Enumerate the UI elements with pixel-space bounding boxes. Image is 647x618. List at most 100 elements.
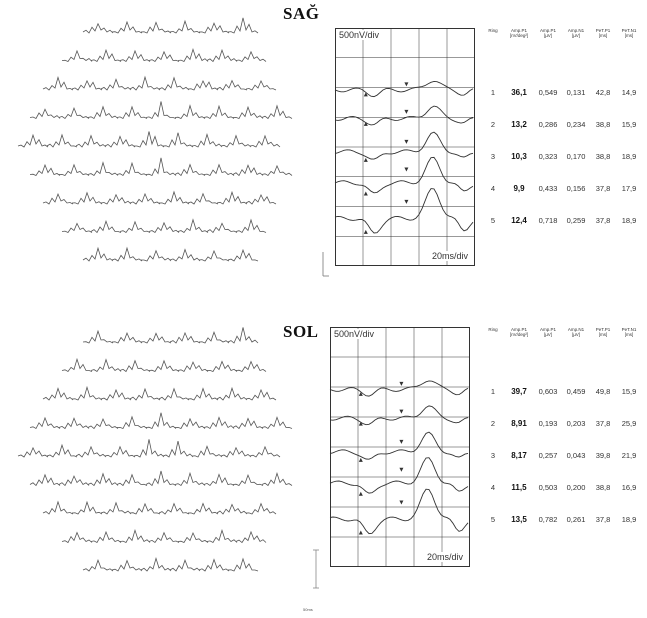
time-scale-footnote: 50ms: [303, 607, 313, 612]
local-response-trace: [220, 446, 252, 458]
n1-marker: [363, 191, 368, 196]
local-response-trace: [169, 19, 201, 34]
local-response-trace: [111, 559, 143, 572]
col-header-ring: Ring: [488, 327, 498, 332]
local-response-trace: [140, 332, 172, 344]
table-cell: 15,9: [621, 120, 637, 129]
local-response-trace: [177, 218, 209, 234]
table-cell: 37,8: [595, 419, 611, 428]
local-response-trace: [100, 78, 132, 91]
col-header-amp-n1: Amp.N1 [µV]: [567, 327, 585, 337]
table-cell: 0,259: [566, 216, 586, 225]
table-cell: 2: [490, 419, 496, 428]
table-cell: 0,603: [538, 387, 558, 396]
local-response-trace: [17, 446, 49, 458]
col-header-pet-n1: PeT.N1 [ms]: [621, 327, 637, 337]
p1-marker: [404, 199, 409, 204]
table-cell: 5: [490, 216, 496, 225]
ring-response-trace: [329, 431, 469, 460]
local-response-trace: [119, 359, 151, 373]
local-response-trace: [46, 133, 78, 148]
local-response-trace: [87, 161, 119, 177]
ring-response-trace: [334, 105, 474, 126]
table-cell: 15,9: [621, 387, 637, 396]
local-response-trace: [158, 76, 190, 91]
table-cell: 0,323: [538, 152, 558, 161]
local-response-trace: [87, 472, 119, 487]
local-response-trace: [216, 190, 248, 205]
local-response-trace: [90, 48, 122, 63]
ring-response-trace: [329, 380, 469, 397]
local-response-trace: [198, 331, 230, 344]
local-response-trace: [249, 445, 281, 458]
table-cell: 18,9: [621, 216, 637, 225]
local-response-trace: [245, 193, 277, 205]
local-response-trace: [245, 79, 277, 91]
table-cell: 4: [490, 483, 496, 492]
table-cell: 0,193: [538, 419, 558, 428]
table-cell: 17,9: [621, 184, 637, 193]
time-scale-right: 20ms/div: [431, 251, 470, 261]
table-cell: 8,17: [511, 451, 527, 460]
local-response-trace: [90, 530, 122, 544]
table-cell: 3: [490, 451, 496, 460]
local-response-trace: [169, 331, 201, 344]
local-response-trace: [61, 222, 93, 234]
local-response-trace: [71, 79, 103, 91]
table-cell: 16,9: [621, 483, 637, 492]
local-response-trace: [174, 104, 206, 119]
table-cell: 0,433: [538, 184, 558, 193]
table-cell: 14,9: [621, 88, 637, 97]
local-response-trace: [174, 471, 206, 487]
local-response-trace: [100, 193, 132, 205]
table-cell: 0,156: [566, 184, 586, 193]
p1-marker: [404, 82, 409, 87]
local-response-trace: [148, 359, 180, 373]
local-response-trace: [232, 164, 264, 177]
local-response-trace: [187, 79, 219, 91]
time-scale-left: 20ms/div: [426, 552, 465, 562]
table-cell: 1: [490, 88, 496, 97]
table-cell: 9,9: [513, 184, 525, 193]
local-response-trace: [198, 558, 230, 572]
local-response-trace: [169, 559, 201, 572]
local-response-trace: [141, 249, 172, 262]
local-response-trace: [187, 387, 219, 401]
local-response-trace: [129, 502, 161, 515]
local-response-trace: [140, 556, 172, 572]
col-header-amp-p1: Amp.P1 [µV]: [539, 28, 556, 38]
table-cell: 10,3: [511, 152, 527, 161]
table-cell: 0,203: [566, 419, 586, 428]
local-response-trace: [227, 248, 259, 262]
local-response-trace: [61, 531, 93, 544]
n1-marker: [363, 229, 368, 234]
local-response-trace: [174, 163, 206, 177]
local-response-trace: [245, 502, 277, 515]
local-response-trace: [134, 131, 165, 148]
local-response-trace: [235, 50, 267, 63]
table-cell: 0,043: [566, 451, 586, 460]
table-cell: 38,8: [595, 120, 611, 129]
col-header-amp-p1-density: Amp.P1 [nV/deg²]: [509, 327, 529, 337]
local-response-trace: [133, 439, 165, 458]
table-cell: 0,200: [566, 483, 586, 492]
table-cell: 5: [490, 515, 496, 524]
eye-title-right: SAĞ: [283, 4, 320, 23]
local-response-trace: [71, 191, 103, 205]
local-response-trace: [29, 163, 61, 177]
local-response-trace: [100, 501, 132, 515]
col-header-amp-n1: Amp.N1 [µV]: [567, 28, 585, 38]
local-response-trace: [42, 500, 74, 515]
n1-marker: [358, 491, 363, 496]
col-header-ring: Ring: [488, 28, 498, 33]
ring-response-trace: [329, 488, 469, 535]
voltage-scale-left: 500nV/div: [333, 329, 376, 339]
table-cell: 3: [490, 152, 496, 161]
ring-response-trace: [334, 80, 474, 98]
ring-response-trace: [329, 457, 469, 494]
table-cell: 4: [490, 184, 496, 193]
local-response-trace: [82, 22, 114, 34]
n1-marker: [363, 157, 368, 162]
local-response-trace: [198, 249, 230, 262]
